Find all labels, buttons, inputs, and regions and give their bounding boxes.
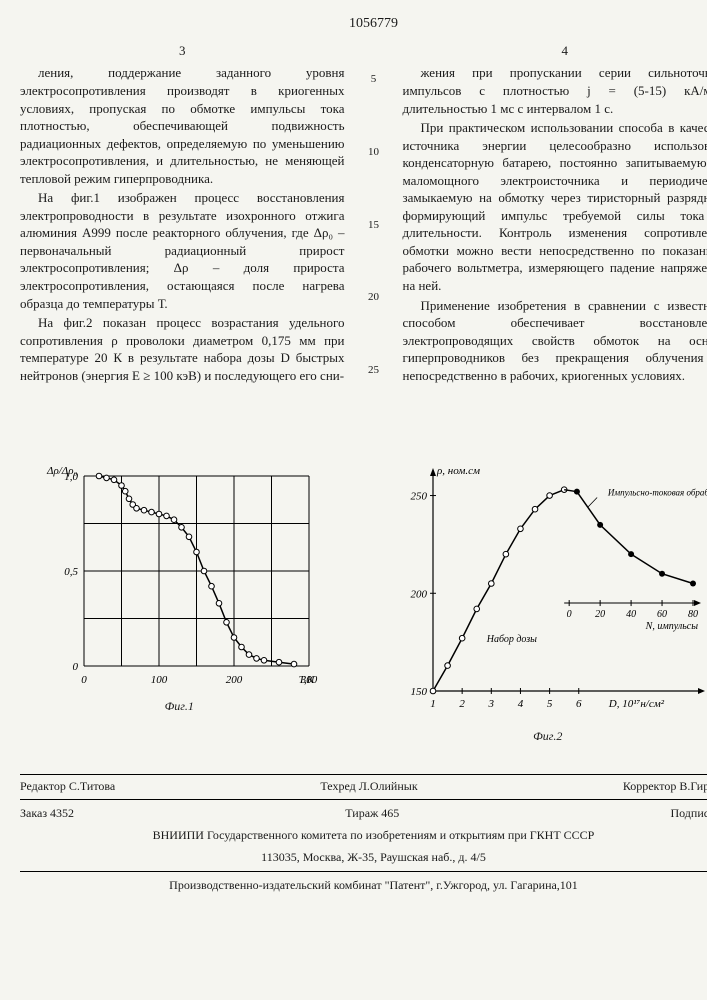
right-col-number: 4 <box>403 42 707 60</box>
svg-text:150: 150 <box>410 686 427 698</box>
fig1-chart: 1002003000T,К0,51,00Δρ/Δρ₀ <box>39 461 319 691</box>
figure-1: 1002003000T,К0,51,00Δρ/Δρ₀ Фиг.1 <box>39 461 319 744</box>
left-column: 3 ления, поддержание заданного уровня эл… <box>20 42 345 436</box>
svg-text:3: 3 <box>487 698 494 710</box>
document-number: 1056779 <box>20 15 707 34</box>
svg-text:1: 1 <box>430 698 436 710</box>
svg-text:D, 10¹⁷н/см²: D, 10¹⁷н/см² <box>608 698 665 710</box>
svg-text:0: 0 <box>566 609 571 620</box>
svg-text:250: 250 <box>410 491 427 503</box>
corrector: Корректор В.Гирняк <box>623 778 707 794</box>
left-p1: ления, поддержание заданного уровня элек… <box>20 64 345 187</box>
address: 113035, Москва, Ж-35, Раушская наб., д. … <box>20 846 707 868</box>
svg-text:200: 200 <box>410 588 427 600</box>
tech: Техред Л.Олийнык <box>320 778 417 794</box>
fig2-caption: Фиг.2 <box>388 728 707 744</box>
footer: Редактор С.Титова Техред Л.Олийнык Корре… <box>20 774 707 896</box>
svg-text:0: 0 <box>73 661 79 673</box>
fig1-caption: Фиг.1 <box>39 698 319 714</box>
org: ВНИИПИ Государственного комитета по изоб… <box>20 824 707 846</box>
svg-text:N, импульсы: N, импульсы <box>644 621 698 632</box>
left-p2: На фиг.1 изображен процесс восстановлени… <box>20 189 345 312</box>
tirazh: Тираж 465 <box>345 805 399 821</box>
svg-text:Набор дозы: Набор дозы <box>485 634 536 645</box>
right-p2: При практическом использовании способа в… <box>403 119 707 294</box>
line-number-marks: 5 10 15 20 25 <box>365 42 383 436</box>
order: Заказ 4352 <box>20 805 74 821</box>
svg-text:4: 4 <box>517 698 523 710</box>
figures-row: 1002003000T,К0,51,00Δρ/Δρ₀ Фиг.1 0204060… <box>20 461 707 744</box>
svg-text:2: 2 <box>459 698 465 710</box>
svg-text:ρ, ном.см: ρ, ном.см <box>436 465 480 477</box>
right-p1: жения при пропускании серии сильноточных… <box>403 64 707 117</box>
right-column: 4 жения при пропускании серии сильноточн… <box>403 42 707 436</box>
svg-text:80: 80 <box>688 609 698 620</box>
press: Производственно-издательский комбинат "П… <box>20 874 707 896</box>
svg-text:6: 6 <box>576 698 582 710</box>
svg-text:20: 20 <box>595 609 605 620</box>
svg-text:0,5: 0,5 <box>65 566 79 578</box>
text-columns: 3 ления, поддержание заданного уровня эл… <box>20 42 707 436</box>
fig2-chart: 0 20 40 60 80N, импульсы 150 200 250 ρ, ном.см 1 2… <box>388 461 707 721</box>
right-p3: Применение изобретения в сравнении с изв… <box>403 297 707 385</box>
figure-2: 0 20 40 60 80N, импульсы 150 200 250 ρ, ном.см 1 2… <box>388 461 707 744</box>
svg-text:Δρ/Δρ₀: Δρ/Δρ₀ <box>46 465 78 477</box>
sign: Подписное <box>670 805 707 821</box>
svg-text:60: 60 <box>657 609 667 620</box>
svg-text:T,К: T,К <box>299 674 315 686</box>
svg-text:5: 5 <box>547 698 553 710</box>
left-col-number: 3 <box>20 42 345 60</box>
svg-text:Импульсно-токовая обработка: Импульсно-токовая обработка <box>607 488 707 498</box>
editor: Редактор С.Титова <box>20 778 115 794</box>
svg-text:40: 40 <box>626 609 636 620</box>
left-p3: На фиг.2 показан процесс возрастания уде… <box>20 314 345 384</box>
svg-text:0: 0 <box>82 674 88 686</box>
svg-text:200: 200 <box>226 674 243 686</box>
svg-text:100: 100 <box>151 674 168 686</box>
